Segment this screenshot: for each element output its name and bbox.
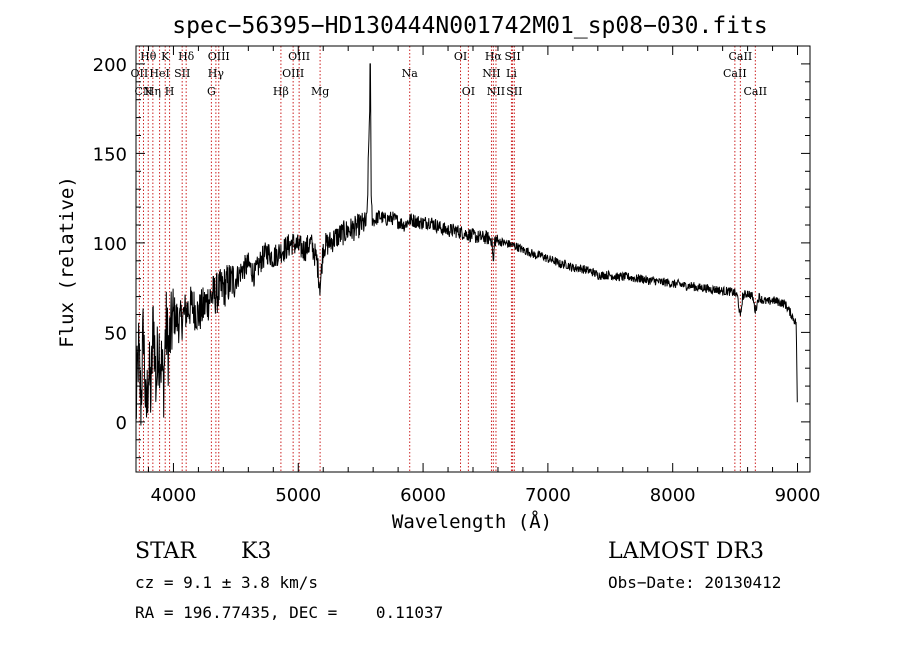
line-label: CaII: [729, 50, 753, 63]
line-label: Hγ: [208, 67, 225, 80]
line-label: OI: [462, 85, 475, 98]
object-class: STAR: [135, 539, 196, 564]
line-label: NII: [487, 85, 505, 98]
x-axis-label: Wavelength (Å): [392, 510, 552, 533]
line-label: Hη: [145, 85, 161, 98]
chart-title: spec−56395−HD130444N001742M01_sp08−030.f…: [172, 13, 767, 39]
line-label: Hβ: [273, 85, 289, 98]
x-axis-ticks: 4000 5000 6000 7000 8000 9000: [147, 46, 821, 506]
line-label: Hδ: [178, 50, 195, 63]
y-tick-label: 150: [93, 144, 127, 165]
line-label: CaII: [723, 67, 747, 80]
line-label: OIII: [282, 67, 304, 80]
spectrum-line: [135, 63, 798, 426]
observation-date: Obs−Date: 20130412: [608, 573, 782, 592]
line-label: H: [165, 85, 175, 98]
line-label: Li: [506, 67, 517, 80]
line-label: Mg: [311, 85, 329, 98]
line-label: SII: [506, 85, 522, 98]
x-tick-label: 8000: [650, 485, 696, 506]
spectral-subclass: K3: [241, 539, 272, 564]
plot-frame: [135, 45, 811, 473]
line-label: NII: [482, 67, 500, 80]
x-tick-label: 9000: [775, 485, 821, 506]
survey-name: LAMOST DR3: [608, 539, 764, 564]
line-label: Na: [402, 67, 419, 80]
line-label: Hθ: [140, 50, 157, 63]
y-tick-label: 100: [93, 234, 127, 255]
line-label: CaII: [743, 85, 767, 98]
y-axis-ticks: 0 50 100 150 200: [93, 55, 810, 459]
x-tick-label: 6000: [400, 485, 446, 506]
line-label: OIII: [288, 50, 310, 63]
line-label: OIII: [208, 50, 230, 63]
spectrum-series: [135, 63, 798, 426]
line-label: HeI: [149, 67, 169, 80]
x-tick-label: 5000: [275, 485, 321, 506]
x-tick-label: 4000: [151, 485, 197, 506]
y-axis-label: Flux (relative): [56, 176, 78, 348]
line-label: CN: [134, 85, 152, 98]
spectral-line-markers: [138, 46, 756, 472]
line-label: K: [161, 50, 170, 63]
y-tick-label: 0: [116, 413, 127, 434]
x-tick-label: 7000: [525, 485, 571, 506]
line-label: OII: [131, 67, 149, 80]
y-tick-label: 50: [104, 323, 127, 344]
line-label: SII: [504, 50, 520, 63]
line-label: SII: [174, 67, 190, 80]
line-label: OI: [454, 50, 467, 63]
line-label: Hα: [485, 50, 503, 63]
line-label: G: [207, 85, 216, 98]
redshift-cz: cz = 9.1 ± 3.8 km/s: [135, 573, 319, 592]
y-tick-label: 200: [93, 55, 127, 76]
coordinates: RA = 196.77435, DEC = 0.11037: [135, 603, 444, 622]
